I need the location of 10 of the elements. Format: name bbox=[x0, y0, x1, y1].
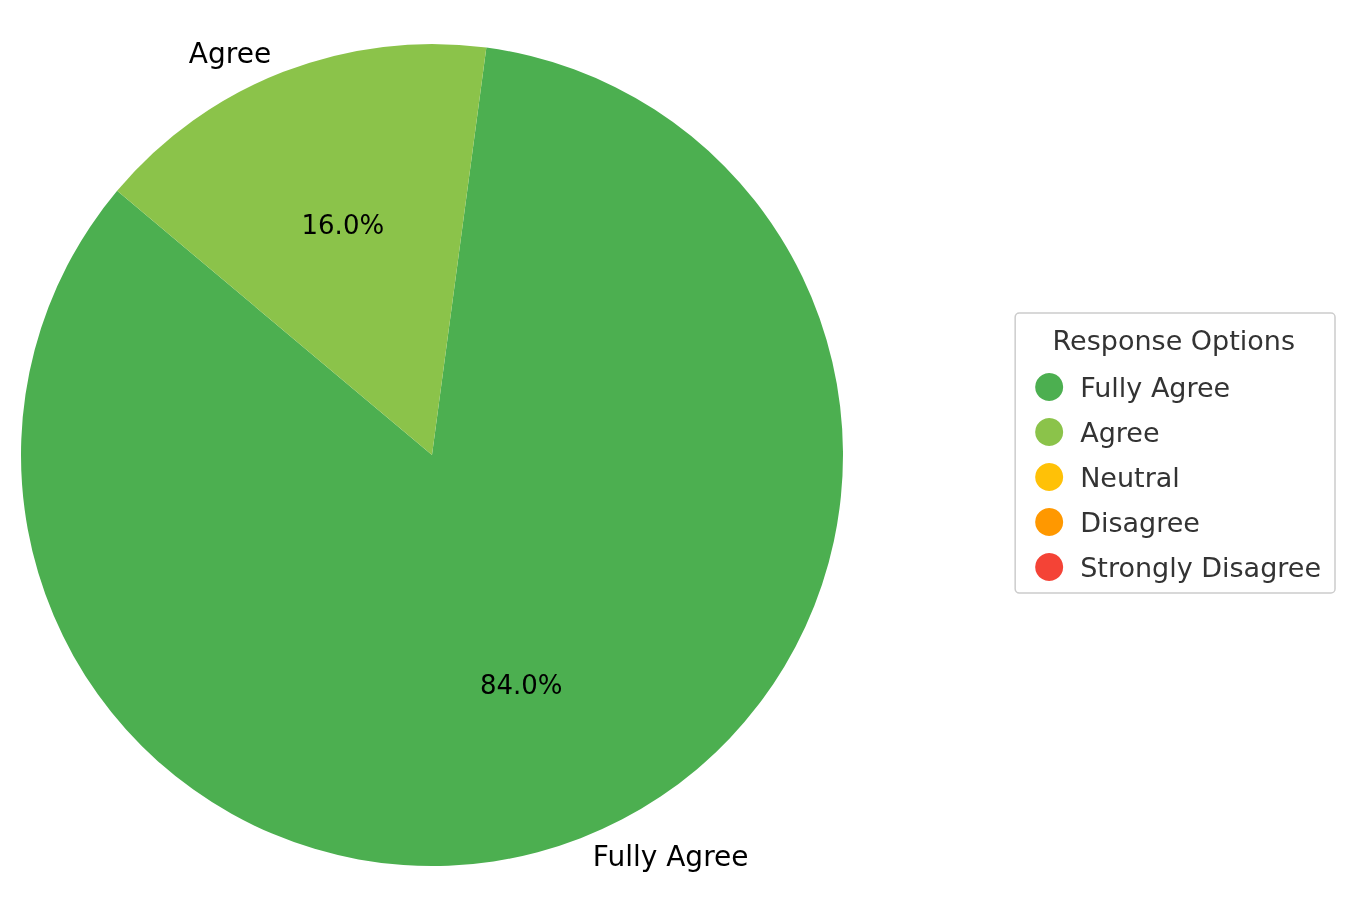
legend-label: Disagree bbox=[1080, 506, 1200, 538]
slice-label: Agree bbox=[188, 36, 272, 70]
legend-label: Neutral bbox=[1080, 461, 1180, 493]
slice-label: Fully Agree bbox=[592, 840, 749, 874]
legend-label: Strongly Disagree bbox=[1080, 551, 1322, 583]
legend-label: Fully Agree bbox=[1080, 371, 1231, 403]
data-label: 16.0% bbox=[301, 210, 385, 241]
data-label: 84.0% bbox=[479, 669, 563, 700]
legend-label: Agree bbox=[1080, 416, 1160, 448]
legend-title: Response Options bbox=[1052, 325, 1295, 356]
